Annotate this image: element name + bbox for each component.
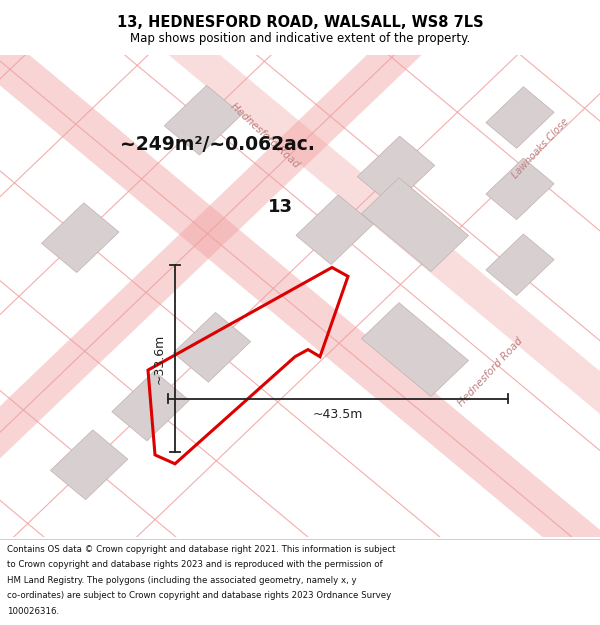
Text: to Crown copyright and database rights 2023 and is reproduced with the permissio: to Crown copyright and database rights 2… bbox=[7, 561, 383, 569]
Text: Hednesford Road: Hednesford Road bbox=[229, 101, 301, 169]
Polygon shape bbox=[486, 234, 554, 296]
Polygon shape bbox=[486, 158, 554, 219]
Polygon shape bbox=[0, 55, 600, 537]
Polygon shape bbox=[362, 302, 469, 396]
Text: ~249m²/~0.062ac.: ~249m²/~0.062ac. bbox=[120, 135, 315, 154]
Text: HM Land Registry. The polygons (including the associated geometry, namely x, y: HM Land Registry. The polygons (includin… bbox=[7, 576, 357, 585]
Text: 100026316.: 100026316. bbox=[7, 606, 59, 616]
Text: 13, HEDNESFORD ROAD, WALSALL, WS8 7LS: 13, HEDNESFORD ROAD, WALSALL, WS8 7LS bbox=[116, 16, 484, 31]
Polygon shape bbox=[173, 312, 251, 382]
Polygon shape bbox=[41, 203, 119, 272]
Text: co-ordinates) are subject to Crown copyright and database rights 2023 Ordnance S: co-ordinates) are subject to Crown copyr… bbox=[7, 591, 391, 600]
Polygon shape bbox=[486, 87, 554, 148]
Text: Hednesford Road: Hednesford Road bbox=[455, 336, 524, 408]
Polygon shape bbox=[164, 86, 242, 155]
Text: Lawnoaks Close: Lawnoaks Close bbox=[510, 117, 570, 181]
Text: 13: 13 bbox=[268, 198, 293, 216]
Text: Map shows position and indicative extent of the property.: Map shows position and indicative extent… bbox=[130, 32, 470, 45]
Polygon shape bbox=[50, 430, 128, 499]
Polygon shape bbox=[296, 195, 373, 264]
Polygon shape bbox=[362, 177, 469, 271]
Polygon shape bbox=[358, 136, 435, 206]
Text: Contains OS data © Crown copyright and database right 2021. This information is : Contains OS data © Crown copyright and d… bbox=[7, 545, 396, 554]
Polygon shape bbox=[112, 371, 189, 441]
Text: ~33.6m: ~33.6m bbox=[152, 333, 166, 384]
Polygon shape bbox=[169, 55, 600, 537]
Text: ~43.5m: ~43.5m bbox=[313, 408, 363, 421]
Polygon shape bbox=[0, 0, 600, 459]
